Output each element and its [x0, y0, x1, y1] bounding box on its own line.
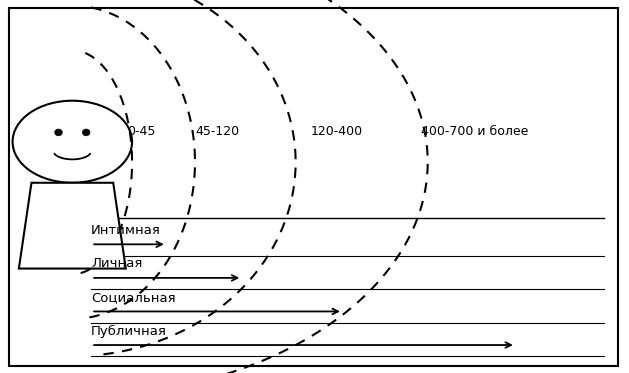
Text: Интимная: Интимная: [91, 224, 161, 237]
Text: 0-45: 0-45: [127, 125, 156, 138]
Text: 400-700 и более: 400-700 и более: [421, 125, 528, 138]
Text: Личная: Личная: [91, 257, 143, 270]
Ellipse shape: [82, 129, 90, 136]
Text: Публичная: Публичная: [91, 325, 167, 338]
Text: 120-400: 120-400: [311, 125, 362, 138]
Text: 45-120: 45-120: [195, 125, 239, 138]
Polygon shape: [19, 183, 126, 269]
Text: Социальная: Социальная: [91, 291, 176, 304]
Ellipse shape: [55, 129, 62, 136]
